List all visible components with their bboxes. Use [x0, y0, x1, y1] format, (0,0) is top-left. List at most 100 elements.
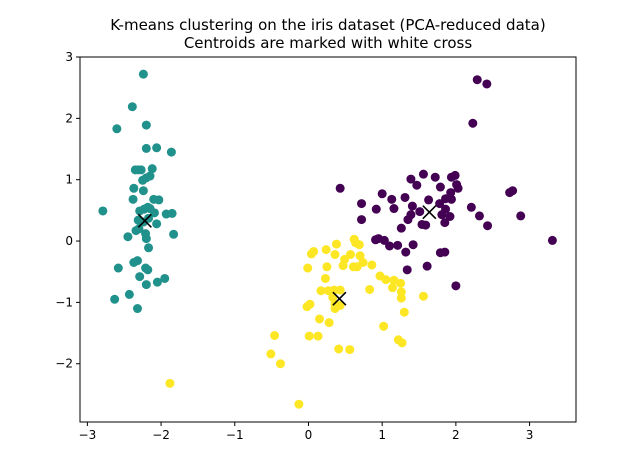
data-point	[365, 284, 375, 294]
data-point	[316, 286, 326, 296]
data-point	[387, 283, 397, 293]
data-point	[138, 186, 148, 196]
data-point	[266, 349, 276, 359]
x-tick-label: 1	[378, 428, 386, 442]
data-point	[144, 243, 154, 253]
data-point	[516, 211, 526, 221]
data-point	[169, 229, 179, 239]
data-point	[149, 194, 159, 204]
data-point	[345, 250, 355, 260]
data-point	[330, 250, 340, 260]
x-tick-label: 3	[526, 428, 534, 442]
data-point	[331, 239, 341, 249]
x-tick-label: −2	[152, 428, 170, 442]
data-point	[113, 263, 123, 273]
data-point	[141, 234, 151, 244]
data-point	[435, 199, 445, 209]
data-point	[418, 169, 428, 179]
data-point	[446, 188, 456, 198]
data-point	[397, 338, 407, 348]
data-point	[321, 245, 331, 255]
x-tick-label: 2	[452, 428, 460, 442]
data-point	[396, 278, 406, 288]
data-point	[393, 240, 403, 250]
data-point	[505, 188, 515, 198]
data-point	[132, 304, 142, 314]
data-point	[141, 280, 151, 290]
data-point	[466, 202, 476, 212]
data-point	[547, 235, 557, 245]
centroid-stroke	[332, 291, 347, 306]
data-point	[152, 277, 162, 287]
data-point	[294, 399, 304, 409]
data-point	[313, 331, 323, 341]
data-point	[403, 215, 413, 225]
data-point	[437, 210, 447, 220]
data-point	[396, 223, 406, 233]
data-point	[418, 291, 428, 301]
data-point	[430, 172, 440, 182]
data-point	[304, 331, 314, 341]
data-point	[165, 378, 175, 388]
data-point	[275, 359, 285, 369]
data-point	[400, 192, 410, 202]
y-tick-label: −1	[55, 295, 73, 309]
data-point	[482, 79, 492, 89]
data-point	[401, 247, 411, 257]
data-point	[324, 318, 334, 328]
data-point	[367, 260, 377, 270]
data-point	[330, 304, 340, 314]
data-point	[415, 207, 425, 217]
data-point	[110, 294, 120, 304]
data-point	[407, 201, 417, 211]
data-point	[371, 204, 381, 214]
data-point	[402, 265, 412, 275]
data-point	[421, 220, 431, 230]
data-point	[451, 281, 461, 291]
data-point	[270, 331, 280, 341]
data-point	[127, 102, 137, 112]
data-point	[389, 204, 399, 214]
data-point	[315, 314, 325, 324]
y-tick-label: 0	[65, 234, 73, 248]
data-point	[377, 189, 387, 199]
data-point	[424, 195, 434, 205]
data-point	[160, 273, 170, 283]
centroids	[137, 205, 437, 306]
data-point	[357, 199, 367, 209]
x-tick-label: −1	[226, 428, 244, 442]
data-point	[138, 175, 148, 185]
data-point	[136, 165, 146, 175]
data-point	[303, 263, 313, 273]
data-point	[152, 219, 162, 229]
data-point	[138, 69, 148, 79]
y-tick-label: −2	[55, 357, 73, 371]
chart-title: K-means clustering on the iris dataset (…	[110, 16, 545, 34]
data-point	[472, 75, 482, 85]
data-point	[322, 262, 332, 272]
y-axis: −2 −1 0 1 2 3	[55, 50, 80, 371]
data-point	[135, 272, 145, 282]
y-tick-label: 3	[65, 50, 73, 64]
data-point	[129, 183, 139, 193]
data-point	[399, 307, 409, 317]
data-point	[320, 273, 330, 283]
data-point	[406, 174, 416, 184]
data-point	[357, 215, 367, 225]
data-point	[306, 249, 316, 259]
data-point	[152, 143, 162, 153]
data-point	[134, 224, 144, 234]
data-point	[143, 265, 153, 275]
data-point	[141, 120, 151, 130]
data-point	[387, 194, 397, 204]
data-point	[483, 221, 493, 231]
data-point	[129, 258, 139, 268]
centroid-marker	[137, 213, 152, 228]
data-point	[381, 275, 391, 285]
data-point	[355, 251, 365, 261]
data-point	[334, 344, 344, 354]
data-point	[354, 240, 364, 250]
x-tick-label: 0	[305, 428, 313, 442]
data-point	[440, 247, 450, 257]
